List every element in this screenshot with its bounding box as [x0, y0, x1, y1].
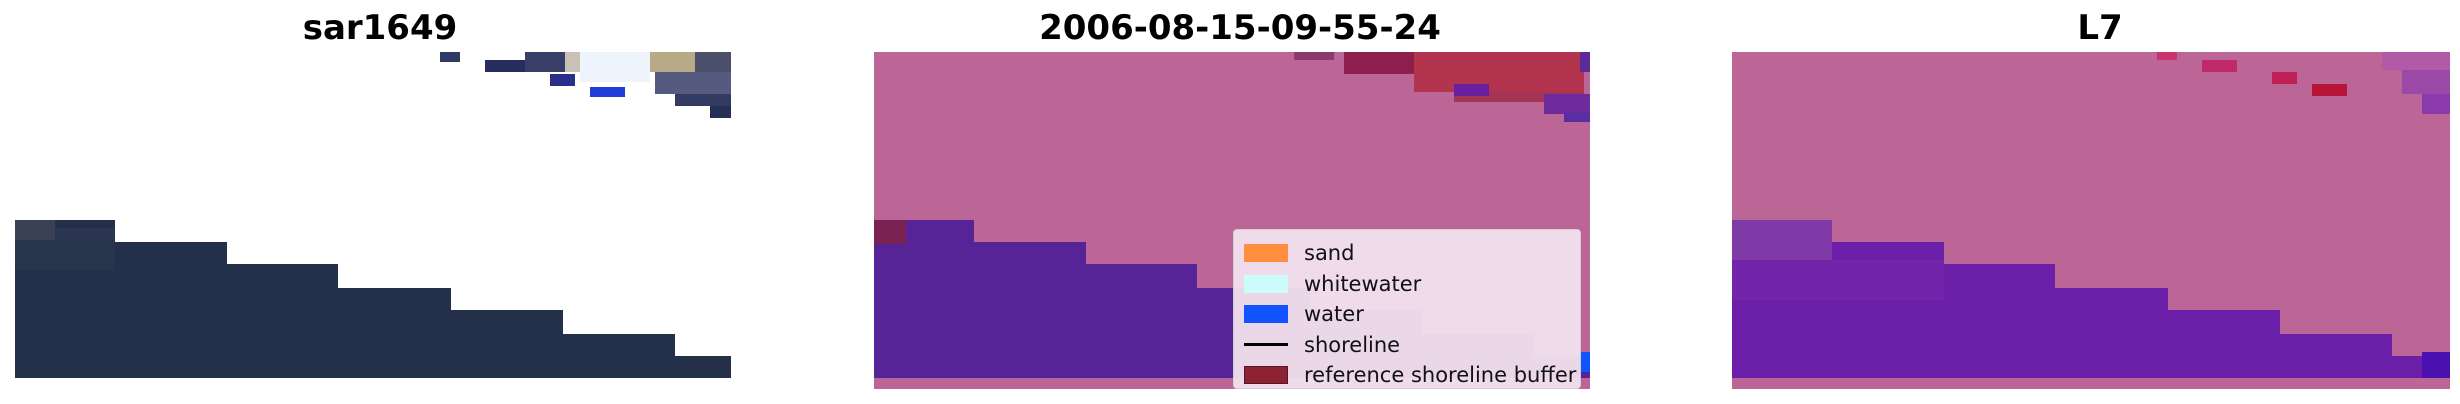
legend-label: water: [1304, 302, 1364, 327]
legend-label: sand: [1304, 241, 1355, 266]
legend-item-shoreline: shoreline: [1244, 330, 1570, 361]
panel-title: L7: [2077, 8, 2123, 48]
legend-label: whitewater: [1304, 271, 1422, 296]
whitewater-swatch: [1244, 274, 1288, 293]
shoreline-line: [1244, 343, 1288, 347]
reference-buffer-swatch: [1244, 366, 1288, 385]
panel-title: 2006-08-15-09-55-24: [1039, 8, 1441, 48]
legend-item-sand: sand: [1244, 238, 1570, 269]
sand-swatch: [1244, 244, 1288, 263]
legend-label: shoreline: [1304, 332, 1401, 357]
legend-item-whitewater: whitewater: [1244, 269, 1570, 300]
legend-item-reference-buffer: reference shoreline buffer: [1244, 360, 1576, 391]
rgb-image: [15, 52, 731, 378]
legend-item-water: water: [1244, 299, 1570, 330]
legend-label: reference shoreline buffer: [1304, 363, 1577, 388]
l7-image: [1732, 52, 2450, 389]
water-swatch: [1244, 305, 1288, 324]
legend: sand whitewater water shoreline referenc…: [1233, 229, 1581, 389]
panel-title: sar1649: [302, 8, 458, 48]
